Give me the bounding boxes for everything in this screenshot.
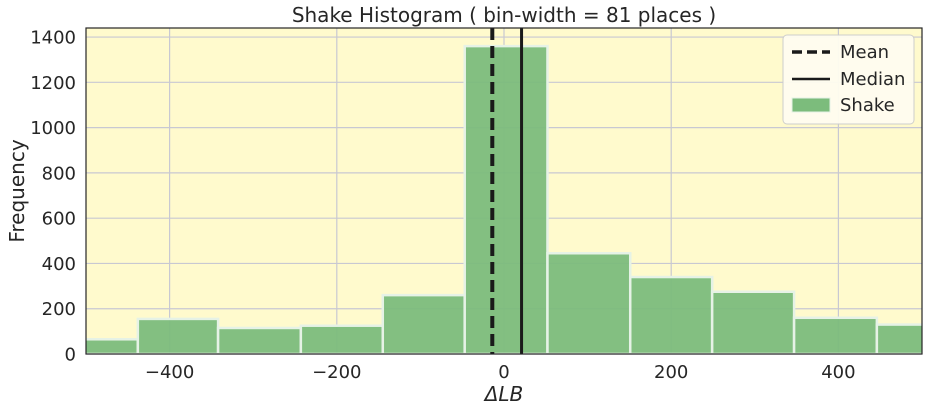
y-tick-label: 600 — [42, 209, 76, 230]
y-tick-label: 0 — [65, 345, 76, 366]
y-tick-label: 1000 — [30, 118, 76, 139]
legend: Mean Median Shake — [782, 34, 915, 125]
x-tick-label: 0 — [498, 362, 509, 383]
y-tick-label: 1200 — [30, 73, 76, 94]
histogram-bar — [463, 44, 549, 354]
histogram-bar — [875, 323, 922, 354]
reference-lines — [490, 28, 524, 354]
histogram-bar — [216, 326, 303, 354]
histogram-bar — [628, 275, 714, 354]
histogram-bar — [381, 293, 466, 354]
y-tick-label: 1400 — [30, 28, 76, 49]
histogram-bars — [86, 44, 922, 354]
x-tick-label: −400 — [145, 362, 194, 383]
chart-title: Shake Histogram ( bin-width = 81 places … — [292, 3, 716, 27]
histogram-bar — [546, 252, 632, 354]
histogram-bar — [136, 317, 220, 354]
x-tick-label: −200 — [312, 362, 361, 383]
legend-shake-swatch — [791, 97, 831, 113]
y-tick-label: 200 — [42, 299, 76, 320]
x-axis-label: ΔLB — [483, 382, 524, 406]
y-axis-label: Frequency — [5, 139, 29, 242]
legend-shake-label: Shake — [840, 95, 895, 116]
y-axis-ticks: 0 200 400 600 800 1000 1200 1400 — [30, 28, 76, 366]
plot-frame — [85, 27, 923, 355]
histogram-bar — [710, 290, 796, 354]
histogram-bar — [299, 324, 385, 354]
legend-mean-label: Mean — [840, 42, 889, 63]
legend-median-label: Median — [840, 69, 905, 90]
x-tick-label: 200 — [654, 362, 688, 383]
y-tick-label: 400 — [42, 254, 76, 275]
histogram-bar — [792, 316, 879, 354]
x-tick-label: 400 — [821, 362, 855, 383]
y-tick-label: 800 — [42, 163, 76, 184]
x-axis-ticks: −400 −200 0 200 400 — [145, 362, 856, 383]
